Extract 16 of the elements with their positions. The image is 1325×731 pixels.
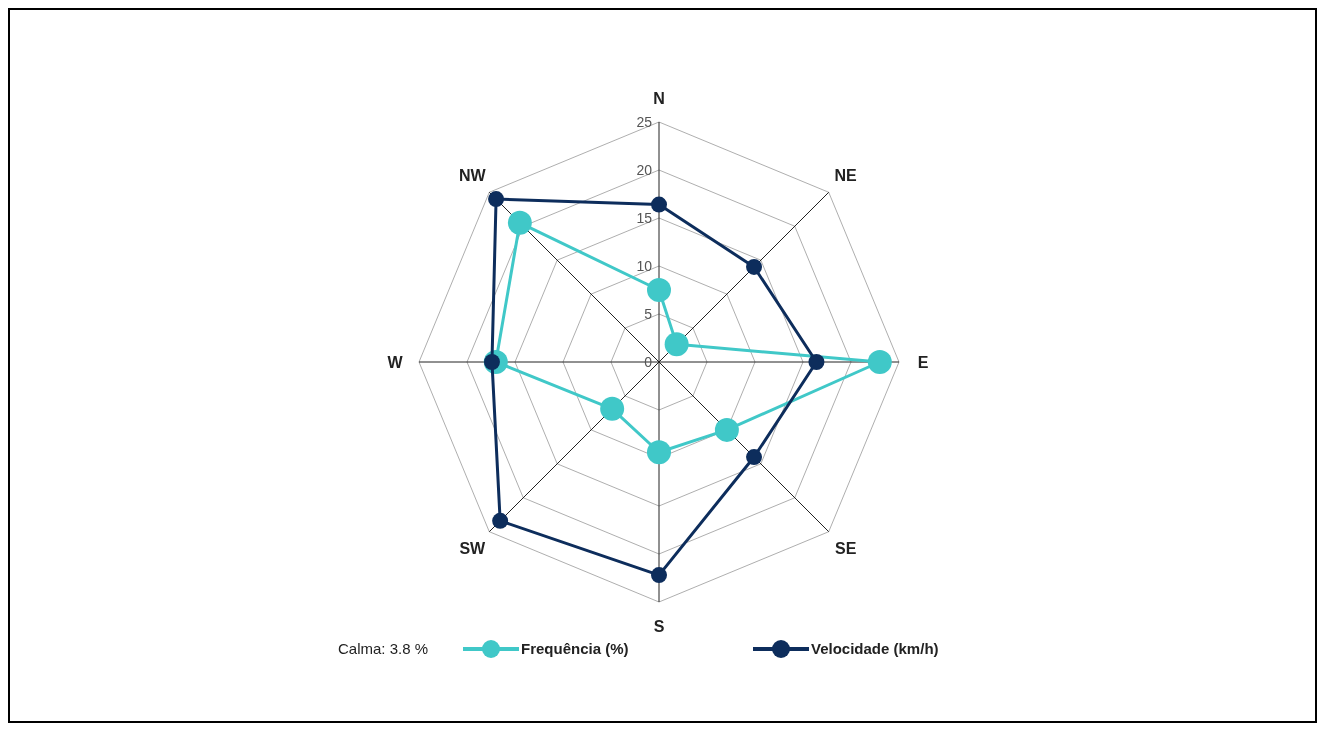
y-tick-label: 10 <box>636 257 653 274</box>
spoke-label: N <box>653 89 665 107</box>
text: Calma: 3.8 % <box>338 640 429 658</box>
spoke-label: SW <box>459 540 487 558</box>
legend-label: Frequência (%) <box>521 640 629 658</box>
spoke-label: NE <box>834 166 858 184</box>
y-tick-label: 20 <box>636 161 653 178</box>
legend-label: Velocidade (km/h) <box>811 640 939 658</box>
y-tick-label: 25 <box>636 113 653 130</box>
spoke-label: SE <box>835 540 857 558</box>
spoke-label: S <box>653 617 665 635</box>
y-tick-label: 15 <box>636 209 653 226</box>
spoke-label: E <box>917 353 929 371</box>
y-tick-label: 5 <box>644 305 653 322</box>
spoke-label: NW <box>459 166 487 184</box>
spoke-label: W <box>387 353 404 371</box>
